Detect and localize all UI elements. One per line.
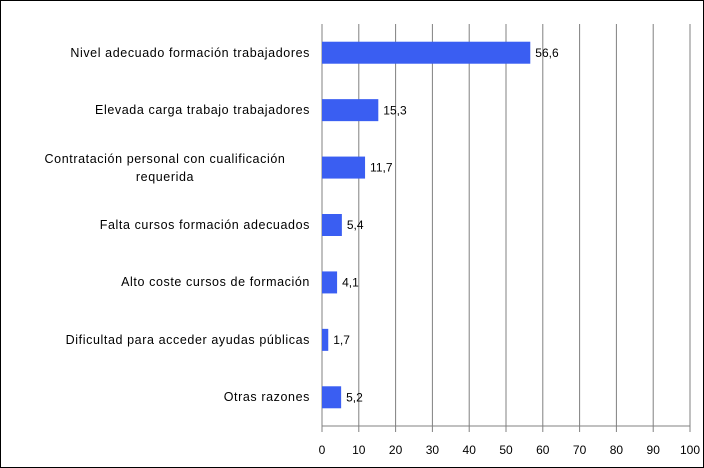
x-tick-label: 90 — [647, 443, 661, 457]
bar — [322, 214, 342, 236]
x-tick-label: 60 — [536, 443, 550, 457]
bar — [322, 156, 366, 179]
x-tick-label: 50 — [499, 443, 513, 457]
y-tick-label: Otras razones — [223, 390, 310, 405]
data-label: 4,1 — [342, 276, 359, 290]
x-tick-label: 0 — [319, 443, 326, 457]
category-label-box: Elevada carga trabajo trabajadores — [4, 81, 310, 138]
bar — [322, 271, 338, 294]
x-tick-label: 80 — [610, 443, 624, 457]
x-tick-label: 20 — [389, 443, 403, 457]
data-label: 11,7 — [370, 161, 393, 175]
y-tick-label: Nivel adecuado formación trabajadores — [70, 45, 310, 60]
x-tick-label: 40 — [463, 443, 477, 457]
bar — [322, 386, 342, 409]
category-label-box: Falta cursos formación adecuados — [4, 196, 310, 253]
y-tick-label: Falta cursos formación adecuados — [99, 217, 310, 232]
y-tick-label: Alto coste cursos de formación — [121, 275, 310, 290]
data-label: 5,2 — [346, 390, 363, 404]
x-tick-label: 100 — [680, 443, 700, 457]
bar — [322, 41, 531, 64]
x-tick-label: 10 — [352, 443, 366, 457]
y-tick-label: Dificultad para acceder ayudas públicas — [65, 332, 310, 347]
x-tick-label: 70 — [573, 443, 587, 457]
x-tick-label: 30 — [426, 443, 440, 457]
data-label: 15,3 — [383, 103, 407, 117]
data-label: 56,6 — [535, 46, 559, 60]
y-tick-label: Contratación personal con cualificación … — [44, 151, 286, 184]
category-label-box: Otras razones — [4, 369, 310, 426]
category-label-box: Nivel adecuado formación trabajadores — [4, 24, 310, 81]
data-label: 5,4 — [347, 218, 364, 232]
category-label-box: Contratación personal con cualificación … — [4, 139, 310, 196]
bar — [322, 328, 329, 351]
data-label: 1,7 — [333, 333, 350, 347]
category-label-box: Alto coste cursos de formación — [4, 254, 310, 311]
y-tick-label: Elevada carga trabajo trabajadores — [95, 103, 310, 118]
category-label-box: Dificultad para acceder ayudas públicas — [4, 311, 310, 368]
bar — [322, 99, 379, 122]
